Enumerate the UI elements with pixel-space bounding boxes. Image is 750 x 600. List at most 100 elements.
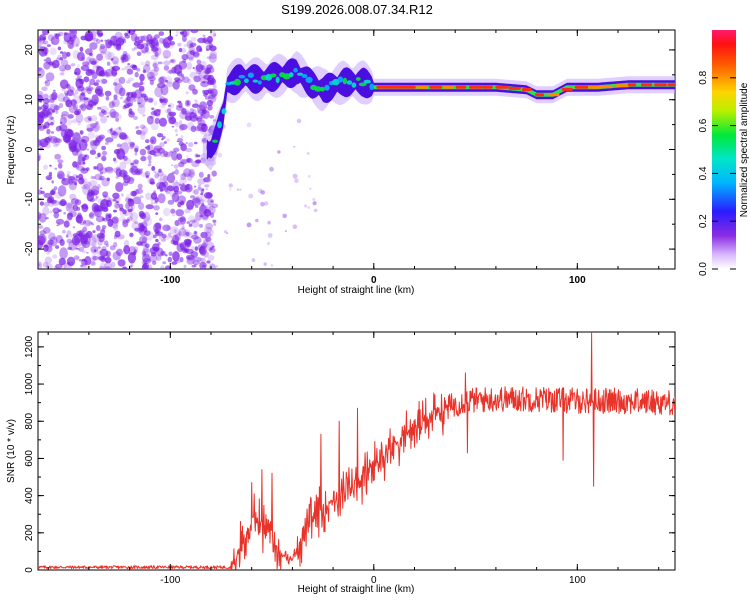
noise-blob: [207, 105, 213, 111]
noise-blob: [44, 256, 52, 265]
noise-blob: [282, 213, 288, 219]
noise-blob: [61, 113, 68, 120]
noise-blob: [72, 161, 78, 168]
noise-blob: [104, 72, 111, 77]
noise-blob: [49, 136, 58, 144]
noise-blob: [81, 204, 88, 210]
noise-blob: [208, 263, 216, 269]
noise-blob: [63, 220, 70, 228]
noise-blob: [79, 161, 86, 166]
noise-blob: [106, 115, 110, 118]
noise-blob: [42, 125, 47, 129]
noise-blob: [208, 53, 217, 64]
noise-blob: [81, 166, 85, 169]
noise-blob: [90, 70, 96, 75]
noise-blob: [128, 141, 133, 146]
noise-blob: [151, 107, 155, 111]
noise-blob: [103, 240, 109, 246]
noise-blob: [138, 39, 144, 44]
noise-blob: [203, 237, 209, 244]
noise-blob: [114, 230, 121, 238]
noise-blob: [157, 147, 165, 154]
noise-blob: [193, 256, 202, 262]
noise-blob: [212, 84, 217, 89]
noise-blob: [114, 72, 118, 75]
noise-blob: [62, 229, 66, 234]
noise-blob: [59, 199, 67, 207]
noise-blob: [54, 192, 62, 199]
noise-blob: [228, 183, 233, 188]
noise-blob: [42, 206, 50, 216]
noise-blob: [46, 251, 50, 255]
spectrogram-xlabel: Height of straight line (km): [298, 285, 415, 296]
noise-blob: [119, 161, 127, 171]
noise-blob: [313, 208, 318, 213]
noise-blob: [138, 222, 142, 226]
noise-blob: [196, 59, 202, 65]
noise-blob: [60, 114, 64, 118]
noise-blob: [207, 76, 213, 82]
noise-blob: [202, 89, 206, 94]
noise-blob: [182, 30, 190, 37]
noise-blob: [134, 188, 140, 195]
noise-blob: [48, 196, 55, 203]
colorbar-tick-label: 0.2: [698, 214, 709, 228]
noise-blob: [172, 181, 181, 188]
noise-blob: [38, 125, 42, 129]
noise-blob: [197, 186, 202, 191]
noise-blob: [105, 213, 111, 219]
noise-blob: [66, 174, 70, 178]
noise-blob: [91, 71, 98, 80]
noise-blob: [157, 193, 166, 204]
noise-blob: [121, 56, 126, 61]
noise-blob: [98, 134, 106, 140]
noise-blob: [120, 134, 129, 140]
noise-blob: [132, 196, 142, 205]
noise-blob: [140, 132, 146, 141]
noise-blob: [82, 226, 88, 233]
noise-blob: [125, 193, 131, 201]
noise-blob: [181, 172, 190, 178]
noise-blob: [180, 73, 185, 78]
noise-blob: [203, 74, 212, 80]
noise-blob: [251, 258, 256, 262]
noise-blob: [79, 130, 84, 135]
noise-blob: [138, 87, 145, 96]
noise-blob: [90, 175, 96, 180]
noise-blob: [52, 143, 59, 148]
noise-blob: [68, 176, 76, 186]
noise-blob: [194, 246, 198, 251]
noise-blob: [153, 190, 157, 195]
noise-blob: [67, 114, 74, 119]
noise-blob: [104, 51, 112, 60]
noise-blob: [47, 123, 51, 126]
noise-blob: [81, 233, 84, 237]
noise-blob: [153, 66, 160, 72]
noise-blob: [199, 48, 203, 52]
noise-blob: [89, 42, 98, 50]
noise-blob: [118, 76, 126, 84]
snr-xlabel: Height of straight line (km): [298, 584, 415, 595]
noise-blob: [87, 189, 94, 197]
noise-blob: [92, 255, 99, 261]
noise-blob: [292, 173, 298, 179]
noise-blob: [132, 82, 141, 88]
noise-blob: [51, 41, 54, 45]
noise-blob: [246, 122, 252, 128]
noise-blob: [110, 261, 116, 268]
noise-blob: [145, 172, 148, 175]
noise-blob: [176, 243, 185, 252]
noise-blob: [114, 127, 123, 135]
noise-blob: [104, 166, 114, 172]
noise-blob: [192, 196, 201, 207]
noise-blob: [40, 142, 46, 148]
noise-blob: [97, 106, 102, 110]
noise-blob: [134, 147, 139, 153]
noise-blob: [55, 33, 61, 37]
noise-blob: [76, 256, 81, 262]
ytick-label: 1200: [24, 335, 35, 358]
xtick-label: -100: [160, 275, 180, 286]
noise-blob: [162, 175, 169, 182]
noise-blob: [136, 43, 145, 50]
noise-blob: [162, 135, 166, 139]
